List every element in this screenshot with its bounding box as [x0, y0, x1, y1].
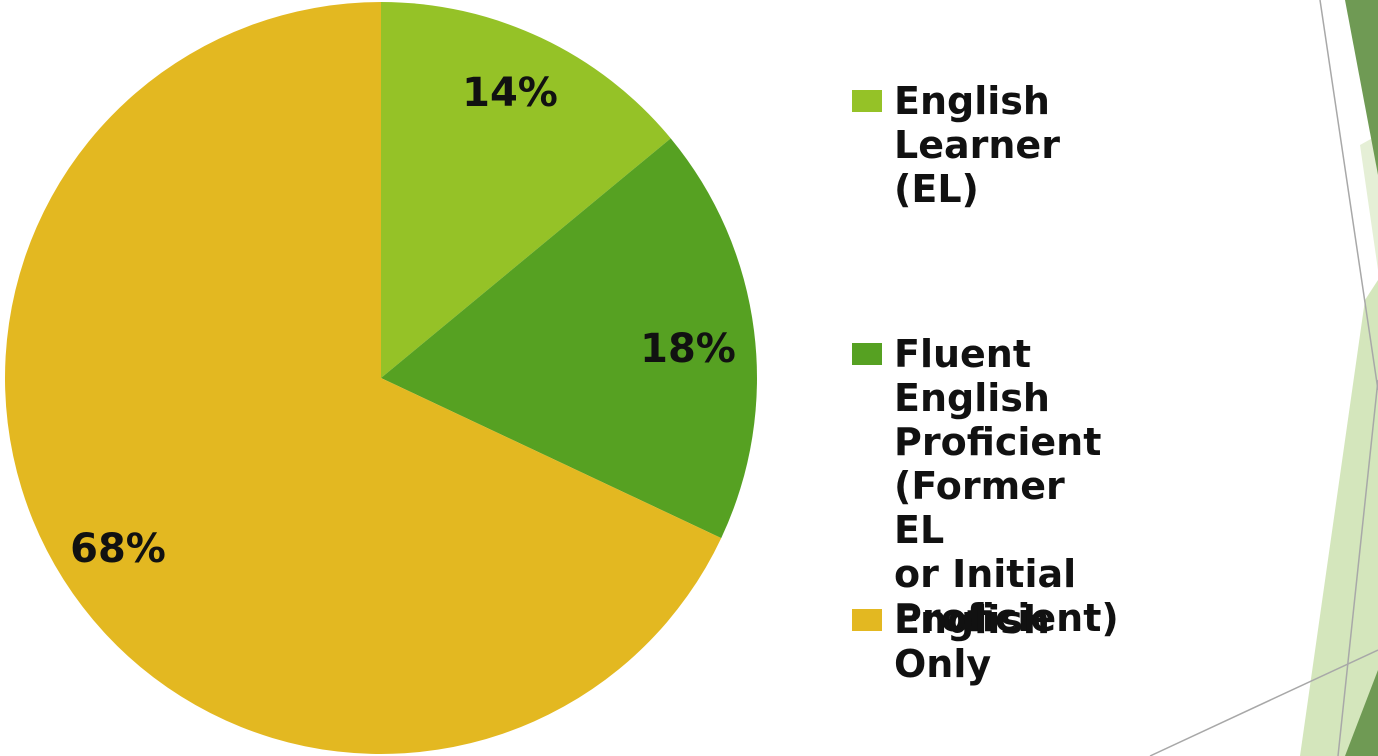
legend-swatch-english-learner	[852, 90, 882, 112]
decor-triangle-light-top	[1360, 135, 1378, 270]
legend-swatch-fluent-english-proficient	[852, 343, 882, 365]
legend-label-english-learner: English Learner (EL)	[894, 79, 1060, 211]
pie-slice-fluent-english-proficient	[381, 138, 757, 539]
legend-swatch-english-only	[852, 609, 882, 631]
decor-triangle-dark-top	[1345, 0, 1378, 175]
decor-line-1	[1319, 0, 1378, 391]
legend: English Learner (EL) Fluent English Prof…	[852, 0, 1378, 756]
data-label-english-learner: 14%	[462, 70, 558, 116]
legend-label-fluent-english-proficient: Fluent English Proficient (Former EL or …	[894, 332, 1119, 640]
pie-slice-english-only	[4, 2, 722, 754]
data-label-english-only: 68%	[70, 526, 166, 572]
legend-label-english-only: English Only	[894, 598, 1050, 686]
decor-line-2	[1337, 379, 1378, 756]
decor-triangle-light-bottom	[1300, 280, 1378, 756]
decor-triangle-dark-bottom	[1345, 670, 1378, 756]
pie-slice-english-learner	[381, 2, 671, 378]
data-label-fluent-english-proficient: 18%	[640, 326, 736, 372]
pie-chart: 14% 18% 68%	[4, 2, 757, 754]
decor-line-3	[1149, 649, 1378, 756]
